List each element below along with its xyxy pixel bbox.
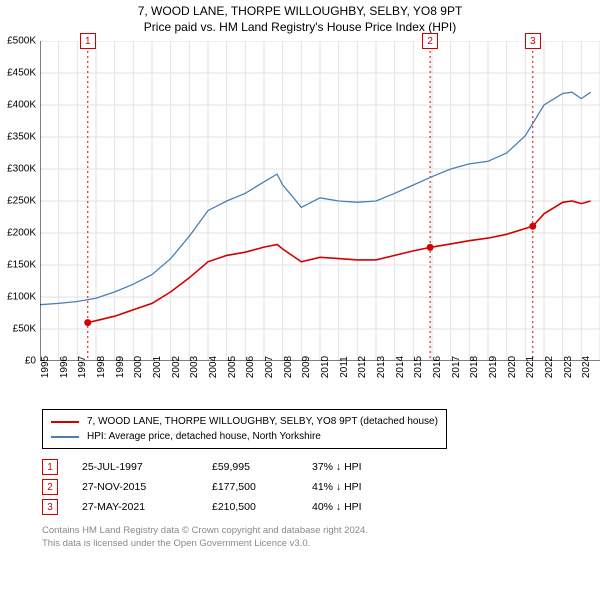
x-tick-label: 2011 <box>339 356 350 378</box>
chart-titles: 7, WOOD LANE, THORPE WILLOUGHBY, SELBY, … <box>0 0 600 35</box>
title-address: 7, WOOD LANE, THORPE WILLOUGHBY, SELBY, … <box>0 4 600 20</box>
transaction-date: 27-MAY-2021 <box>82 501 212 513</box>
transaction-row: 2 27-NOV-2015£177,50041% ↓ HPI <box>42 479 600 495</box>
x-tick-label: 1997 <box>77 356 88 378</box>
x-tick-label: 2018 <box>469 356 480 378</box>
x-tick-label: 2004 <box>208 356 219 378</box>
y-tick-label: £50K <box>13 324 36 335</box>
chart-svg <box>40 41 600 361</box>
x-tick-label: 2007 <box>264 356 275 378</box>
y-tick-label: £400K <box>7 100 36 111</box>
chart-container: 7, WOOD LANE, THORPE WILLOUGHBY, SELBY, … <box>0 0 600 550</box>
x-tick-label: 1998 <box>96 356 107 378</box>
legend-label: 7, WOOD LANE, THORPE WILLOUGHBY, SELBY, … <box>87 414 438 429</box>
transaction-delta: 40% ↓ HPI <box>312 501 422 513</box>
y-tick-label: £150K <box>7 260 36 271</box>
y-tick-label: £450K <box>7 68 36 79</box>
transaction-date: 27-NOV-2015 <box>82 481 212 493</box>
y-tick-label: £350K <box>7 132 36 143</box>
x-tick-label: 2003 <box>189 356 200 378</box>
x-tick-label: 2019 <box>488 356 499 378</box>
x-tick-label: 2006 <box>245 356 256 378</box>
x-tick-label: 1995 <box>40 356 51 378</box>
x-tick-label: 2021 <box>525 356 536 378</box>
transaction-delta: 41% ↓ HPI <box>312 481 422 493</box>
transaction-date: 25-JUL-1997 <box>82 461 212 473</box>
transaction-price: £59,995 <box>212 461 312 473</box>
footer-line-2: This data is licensed under the Open Gov… <box>42 538 600 550</box>
sale-marker-3: 3 <box>525 33 541 49</box>
transaction-price: £210,500 <box>212 501 312 513</box>
x-tick-label: 2016 <box>432 356 443 378</box>
x-tick-label: 2014 <box>395 356 406 378</box>
y-tick-label: £0 <box>25 356 36 367</box>
x-tick-label: 2020 <box>507 356 518 378</box>
x-tick-label: 2002 <box>171 356 182 378</box>
legend: 7, WOOD LANE, THORPE WILLOUGHBY, SELBY, … <box>42 409 447 449</box>
x-tick-label: 2008 <box>283 356 294 378</box>
transactions-table: 1 25-JUL-1997£59,99537% ↓ HPI 2 27-NOV-2015… <box>42 459 600 515</box>
legend-item: HPI: Average price, detached house, Nort… <box>51 429 438 444</box>
x-tick-label: 2010 <box>320 356 331 378</box>
legend-swatch <box>51 421 79 423</box>
x-tick-label: 2000 <box>133 356 144 378</box>
transaction-marker: 1 <box>42 459 58 475</box>
y-tick-label: £250K <box>7 196 36 207</box>
x-tick-label: 2017 <box>451 356 462 378</box>
plot-area: £0£50K£100K£150K£200K£250K£300K£350K£400… <box>40 41 600 401</box>
x-tick-label: 2005 <box>227 356 238 378</box>
legend-label: HPI: Average price, detached house, Nort… <box>87 429 321 444</box>
transaction-marker: 2 <box>42 479 58 495</box>
sale-marker-2: 2 <box>422 33 438 49</box>
footer-line-1: Contains HM Land Registry data © Crown c… <box>42 525 600 537</box>
legend-swatch <box>51 436 79 438</box>
legend-item: 7, WOOD LANE, THORPE WILLOUGHBY, SELBY, … <box>51 414 438 429</box>
x-tick-label: 2022 <box>544 356 555 378</box>
x-tick-label: 2015 <box>413 356 424 378</box>
y-tick-label: £200K <box>7 228 36 239</box>
x-tick-label: 2001 <box>152 356 163 378</box>
x-tick-label: 2023 <box>563 356 574 378</box>
transaction-delta: 37% ↓ HPI <box>312 461 422 473</box>
transaction-row: 3 27-MAY-2021£210,50040% ↓ HPI <box>42 499 600 515</box>
footer-attribution: Contains HM Land Registry data © Crown c… <box>42 525 600 550</box>
sale-marker-1: 1 <box>80 33 96 49</box>
y-tick-label: £500K <box>7 36 36 47</box>
transaction-row: 1 25-JUL-1997£59,99537% ↓ HPI <box>42 459 600 475</box>
x-tick-label: 1999 <box>115 356 126 378</box>
x-tick-label: 2013 <box>376 356 387 378</box>
x-tick-label: 2024 <box>581 356 592 378</box>
transaction-marker: 3 <box>42 499 58 515</box>
x-tick-label: 2012 <box>357 356 368 378</box>
y-tick-label: £100K <box>7 292 36 303</box>
y-tick-label: £300K <box>7 164 36 175</box>
x-tick-label: 2009 <box>301 356 312 378</box>
x-tick-label: 1996 <box>59 356 70 378</box>
transaction-price: £177,500 <box>212 481 312 493</box>
